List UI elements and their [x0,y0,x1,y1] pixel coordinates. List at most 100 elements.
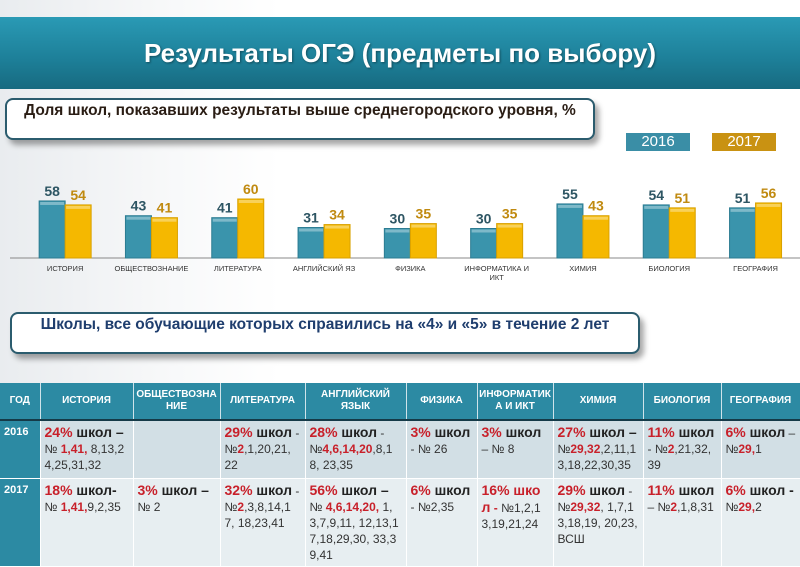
result-cell: 56% школ – № 4,6,14,20, 1,3,7,9,11, 12,1… [305,478,407,567]
bar-highlight [411,224,436,228]
cell-text: 1,3,7,9,11, 12,13,17,18,29,30, 33,39,41 [309,499,399,562]
data-label: 51 [674,190,690,206]
data-label: 43 [588,198,604,214]
highlight-text: 24% [44,424,73,440]
highlight-text: 16% школ [481,481,541,515]
data-label: 30 [390,211,406,227]
result-cell: 11% школ - №2,21,32,39 [643,420,722,479]
data-label: 35 [502,206,518,222]
bar-chart: 58 54 ИСТОРИЯ 43 41 ОБЩЕСТВОЗНАНИЕ 41 60 ЛИТЕРАТ… [10,181,800,282]
highlight-text: 2 [667,442,675,456]
bar-highlight [66,205,91,209]
highlight-text: 6% [410,481,431,498]
cell-text: - № [224,483,300,514]
column-header: ИСТОРИЯ [40,383,134,421]
bar-2017 [496,223,524,259]
bar-2017 [323,224,351,259]
cell-text: № [44,442,61,456]
data-label: 55 [562,186,578,202]
result-cell: 3% школ - № 26 [406,420,478,479]
bar-highlight [238,200,263,203]
cell-text: школ [674,424,715,440]
bar-2016 [124,215,152,259]
highlight-text: - [490,500,498,515]
result-cell: 28% школ - №4,6,14,20,8,18, 23,35 [305,420,407,479]
category-label: ЛИТЕРАТУРА [214,264,262,273]
cell-text: - № [647,442,668,456]
category-label: ИСТОРИЯ [47,264,83,273]
data-label: 56 [761,185,777,201]
cell-text: ,21,32,39 [647,442,712,472]
column-header: ГОД [0,383,41,421]
table-row: 2016 24% школ – № 1,41, 8,13,24,25,31,32 2… [0,420,800,479]
cell-text: № [557,442,571,456]
column-header: ЛИТЕРАТУРА [220,383,306,421]
column-header: ГЕОГРАФИЯ [721,383,800,421]
bar-2017 [668,207,696,259]
data-label: 41 [217,200,233,216]
cell-text: № [309,499,326,514]
bar-highlight [152,218,177,222]
cell-text: – № 8 [481,442,515,456]
category-label: ХИМИЯ [569,264,596,273]
result-cell: 16% школ - №1,2,13,19,21,24 [477,478,554,567]
data-label: 34 [329,207,345,223]
highlight-text: 11% [647,481,675,498]
cell-text: школ [252,481,293,498]
category-label: ГЕОГРАФИЯ [733,264,778,273]
column-header: БИОЛОГИЯ [643,383,722,421]
highlight-text: 11% [647,424,675,440]
bar-highlight [583,216,608,220]
result-cell: 6% школ - №29,2 [721,478,800,567]
cell-text: ,1,8,31 [677,499,714,514]
result-cell: 18% школ- № 1,41,9,2,35 [40,478,134,567]
bar-2017 [64,204,92,259]
result-cell: 3% школ – № 8 [477,420,554,479]
bar-highlight [126,216,151,220]
chart-caption: Доля школ, показавших результаты выше ср… [5,98,595,140]
category-label: ФИЗИКА [395,264,425,273]
cell-text: школ [501,424,542,440]
bar-2016 [470,228,498,259]
category-label: БИОЛОГИЯ [648,264,690,273]
result-cell [133,420,221,479]
highlight-text: 2 [237,442,245,456]
data-label: 58 [44,183,60,199]
bar-highlight [557,204,582,208]
highlight-text: 27% [557,424,586,440]
highlight-text: 29, [738,442,756,456]
legend-2017: 2017 [712,133,776,151]
category-label: АНГЛИЙСКИЙ ЯЗ [293,264,356,273]
bar-2017 [237,198,265,259]
year-cell: 2017 [0,478,41,567]
bar-highlight [212,218,237,222]
data-label: 35 [416,206,432,222]
bar-highlight [40,201,65,205]
cell-text: 1 [755,442,762,456]
bar-2017 [755,202,783,259]
highlight-text: 2 [237,499,245,514]
highlight-text: 1,41, [60,499,88,514]
bar-highlight [670,208,695,212]
highlight-text: 3% [410,424,431,440]
cell-text: - № [224,426,300,456]
cell-text: 9,2,35 [87,499,121,514]
column-header: АНГЛИЙСКИЙ ЯЗЫК [305,383,407,421]
cell-text: - № 26 [410,442,448,456]
highlight-text: 18% [44,481,73,498]
result-cell: 6% школ – №29,1 [721,420,800,479]
column-header: ИНФОРМАТИКА И ИКТ [477,383,554,421]
data-label: 54 [648,187,664,203]
result-cell: 27% школ – №29,32,2,11,13,18,22,30,35 [553,420,644,479]
highlight-text: 6% [725,481,746,498]
schools-table: ГОД ИСТОРИЯ ОБЩЕСТВОЗНАНИЕ ЛИТЕРАТУРА АНГЛИЙ… [0,383,800,567]
highlight-text: 29, [738,499,756,514]
legend-2016: 2016 [626,133,690,151]
cell-text: школ [430,481,471,498]
cell-text: школ [337,424,378,440]
data-label: 41 [157,200,173,216]
result-cell: 3% школ – № 2 [133,478,221,567]
cell-text: – № [647,499,671,514]
cell-text: школ – [72,424,124,440]
bar-highlight [385,229,410,233]
